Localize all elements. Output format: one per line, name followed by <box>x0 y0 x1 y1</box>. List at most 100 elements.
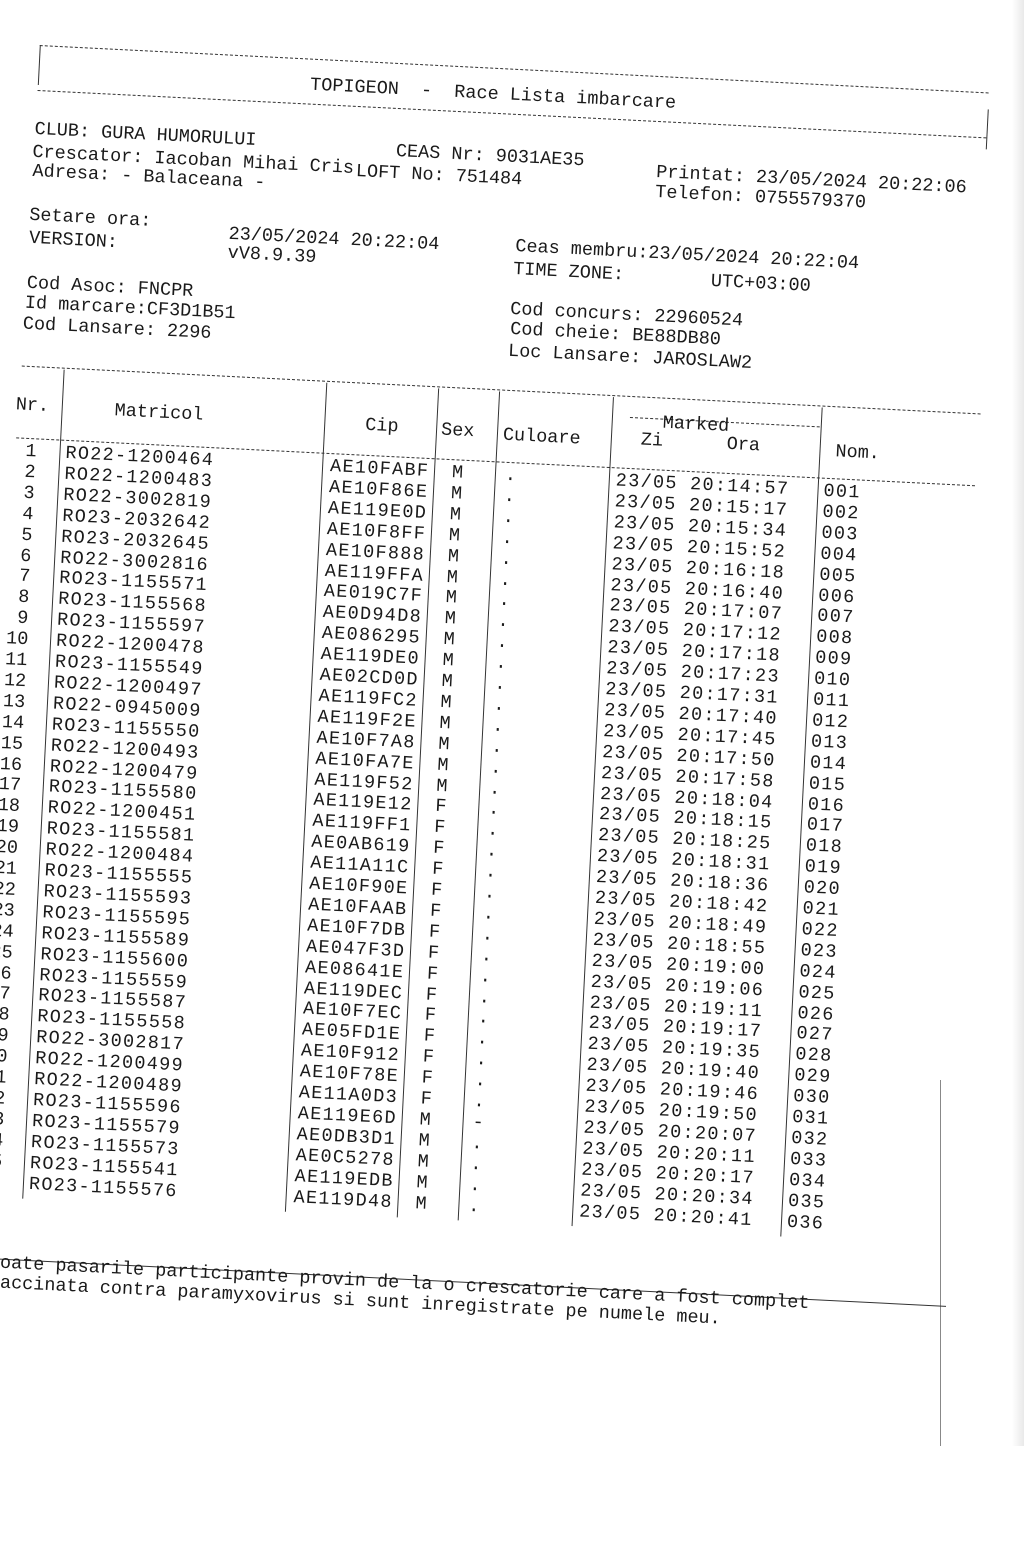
row-sex: F <box>433 817 446 839</box>
row-culoare: . <box>502 506 515 529</box>
row-nr: 29 <box>0 1024 10 1047</box>
row-sex: M <box>443 629 456 651</box>
row-nr: 34 <box>0 1129 4 1152</box>
row-sex: M <box>436 754 450 776</box>
row-culoare: . <box>493 673 507 696</box>
row-culoare: . <box>495 652 508 675</box>
row-nr: 11 <box>4 649 28 672</box>
row-sex: F <box>423 1025 436 1048</box>
row-culoare: . <box>469 1153 483 1176</box>
row-sex: M <box>419 1109 432 1131</box>
row-culoare: . <box>503 485 516 508</box>
row-culoare: . <box>481 924 494 946</box>
row-nom: 026 <box>796 1002 836 1026</box>
row-culoare: . <box>478 986 491 1009</box>
row-nr: 32 <box>0 1087 6 1110</box>
row-sex: F <box>430 879 443 902</box>
row-nr: 21 <box>0 857 18 880</box>
row-sex: M <box>446 566 459 589</box>
row-culoare: . <box>467 1195 481 1217</box>
row-nom: 004 <box>819 543 859 567</box>
row-nom: 035 <box>787 1190 826 1214</box>
row-nom: 023 <box>800 939 839 963</box>
row-nr: 1 <box>24 440 38 463</box>
row-culoare: . <box>479 965 492 988</box>
row-culoare: . <box>490 736 503 758</box>
row-culoare: . <box>474 1070 487 1092</box>
row-nr: 6 <box>19 545 32 567</box>
row-nr: 15 <box>0 732 24 755</box>
table-body: 1 RO22-1200464 AE10FABF M. 23/05 20:14:57 001… <box>0 0 1024 1234</box>
row-nr: 18 <box>0 795 21 818</box>
row-culoare: . <box>485 840 498 863</box>
row-sex: M <box>451 462 464 484</box>
row-nr: 3 <box>22 482 36 505</box>
row-nom: 017 <box>806 814 845 838</box>
row-nom: 021 <box>802 898 841 922</box>
scan-edge-shadow <box>1012 0 1024 1446</box>
row-culoare: . <box>468 1174 482 1197</box>
time-zone-value: UTC+03:00 <box>710 270 812 297</box>
row-nom: 031 <box>791 1106 830 1130</box>
row-sex: F <box>422 1046 435 1069</box>
row-culoare: . <box>471 1132 484 1155</box>
row-sex: F <box>424 1004 437 1027</box>
row-sex: F <box>425 984 438 1006</box>
row-nr: 8 <box>17 586 30 609</box>
row-nr: 13 <box>2 690 26 713</box>
row-nr: 26 <box>0 962 13 985</box>
row-nom: 036 <box>786 1211 825 1235</box>
scan-edge-line <box>940 1080 941 1446</box>
row-nom: 003 <box>820 522 860 546</box>
row-culoare: - <box>472 1111 485 1134</box>
row-nr: 27 <box>0 983 12 1006</box>
row-sex: F <box>434 796 447 818</box>
row-sex: F <box>427 942 440 964</box>
row-nom: 028 <box>794 1044 834 1068</box>
row-nom: 012 <box>811 710 850 734</box>
row-sex: F <box>421 1067 434 1090</box>
row-nr: 4 <box>21 503 35 525</box>
row-nom: 001 <box>822 480 862 504</box>
row-culoare: . <box>497 610 510 633</box>
row-sex: M <box>448 524 461 547</box>
row-culoare: . <box>488 777 501 800</box>
row-culoare: . <box>487 798 500 821</box>
row-nr: 16 <box>0 753 23 776</box>
row-nom: 025 <box>797 981 837 1005</box>
row-sex: F <box>420 1088 433 1110</box>
row-culoare: . <box>475 1049 488 1071</box>
row-nr: 17 <box>0 774 22 797</box>
row-nom: 010 <box>813 668 852 692</box>
row-nr: 33 <box>0 1108 5 1131</box>
row-nr: 10 <box>5 628 29 651</box>
row-sex: F <box>428 921 441 943</box>
row-culoare: . <box>499 569 512 591</box>
row-sex: M <box>450 483 463 505</box>
row-sex: M <box>417 1150 430 1173</box>
row-sex: M <box>437 733 451 756</box>
col-ora: Ora <box>726 433 761 457</box>
row-nom: 006 <box>817 585 856 608</box>
col-matricol: Matricol <box>114 400 204 426</box>
row-nom: 011 <box>812 689 851 713</box>
row-cip: AE119D48 <box>293 1186 394 1213</box>
title-box-left-border <box>37 45 41 86</box>
row-culoare: . <box>476 1028 489 1050</box>
row-nr: 12 <box>3 669 27 693</box>
row-nom: 013 <box>810 731 849 755</box>
row-sex: F <box>429 900 442 923</box>
row-culoare: . <box>473 1091 486 1113</box>
row-nom: 034 <box>788 1169 827 1193</box>
version-label: VERSION: <box>28 227 119 254</box>
row-culoare: . <box>492 694 506 716</box>
row-culoare: . <box>500 548 513 570</box>
row-sex: M <box>435 775 448 797</box>
row-sex: M <box>438 712 452 735</box>
row-culoare: . <box>482 903 495 925</box>
row-nom: 007 <box>816 605 855 629</box>
row-sex: M <box>441 670 454 693</box>
row-culoare: . <box>504 464 517 487</box>
row-nr: 30 <box>0 1045 8 1068</box>
